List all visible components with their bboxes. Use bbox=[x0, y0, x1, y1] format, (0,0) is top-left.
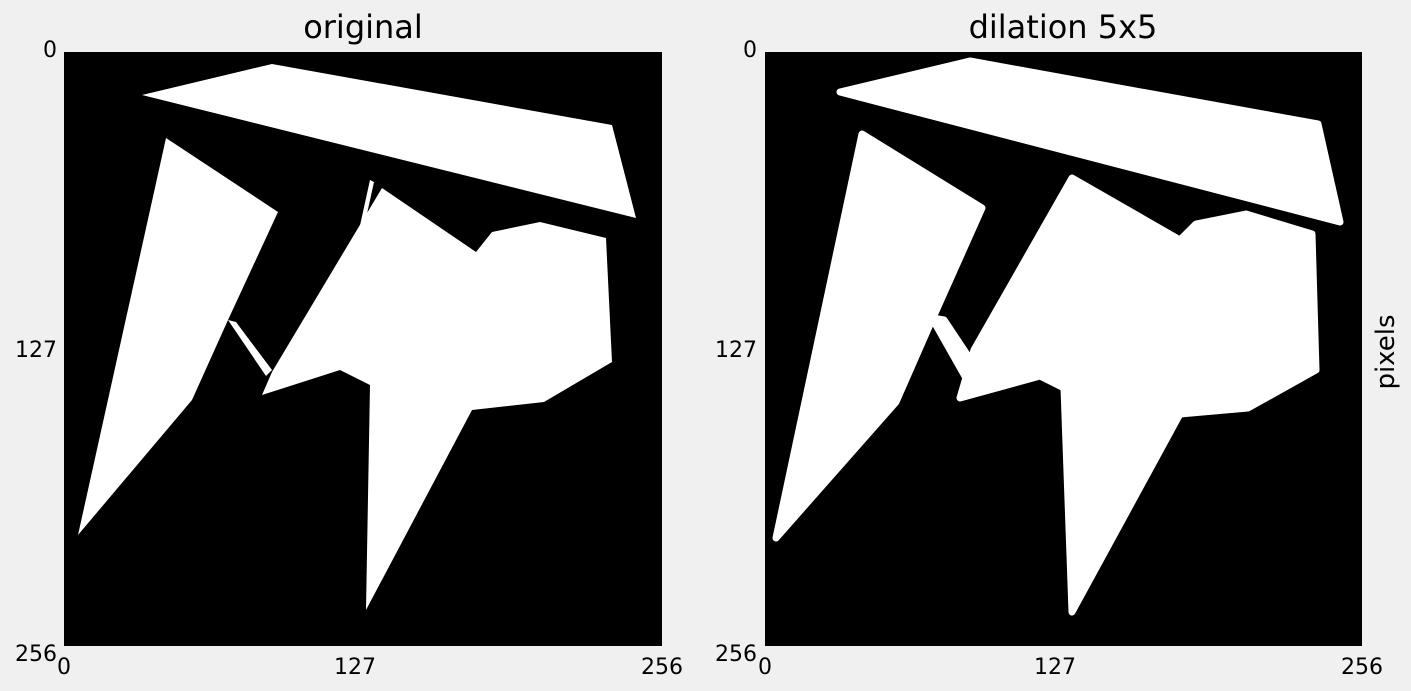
shape-top-bar bbox=[142, 64, 636, 218]
binary-shapes bbox=[78, 64, 636, 610]
shape-center-body bbox=[956, 174, 1320, 616]
x-tick-label: 127 bbox=[334, 655, 376, 680]
y-tick-label: 127 bbox=[15, 338, 57, 363]
x-tick-label: 0 bbox=[758, 655, 772, 680]
y-tick-label: 256 bbox=[15, 642, 57, 667]
x-tick-label: 256 bbox=[1341, 655, 1383, 680]
x-tick-label: 0 bbox=[57, 655, 71, 680]
y-tick-label: 127 bbox=[715, 338, 757, 363]
side-axis-label: pixels bbox=[1371, 314, 1401, 389]
panel-title: original bbox=[303, 8, 423, 46]
binary-shapes bbox=[772, 57, 1344, 616]
shape-top-bar bbox=[836, 57, 1344, 226]
x-tick-label: 256 bbox=[641, 655, 683, 680]
x-tick-label: 127 bbox=[1034, 655, 1076, 680]
shape-left-wedge bbox=[772, 130, 986, 542]
shape-thin-bridge bbox=[228, 320, 272, 376]
y-tick-label: 256 bbox=[715, 642, 757, 667]
shape-center-body bbox=[262, 188, 612, 610]
y-tick-label: 0 bbox=[743, 38, 757, 63]
panel-title: dilation 5x5 bbox=[969, 8, 1158, 46]
panel-dilation: dilation 5x5 0 127 256 0 127 256 bbox=[715, 8, 1383, 680]
y-tick-label: 0 bbox=[43, 38, 57, 63]
shape-left-wedge bbox=[78, 138, 278, 535]
panel-original: original 0 127 256 0 127 256 bbox=[15, 8, 683, 680]
